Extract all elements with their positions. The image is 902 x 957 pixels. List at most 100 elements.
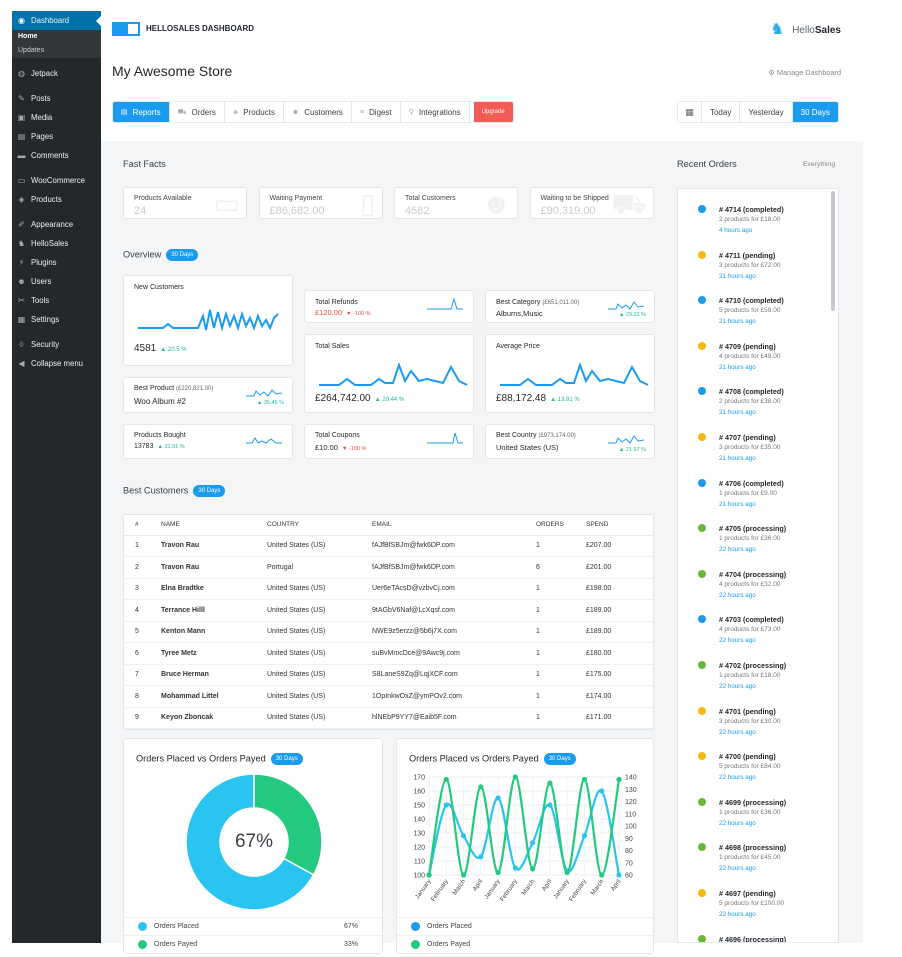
tab-upgrade[interactable]: Upgrade xyxy=(473,102,513,122)
data-point[interactable] xyxy=(547,802,553,808)
recent-order-item[interactable]: # 4705 (processing) 1 products for £36.00… xyxy=(678,520,828,566)
line-legend-item[interactable]: Orders Payed xyxy=(397,935,653,953)
table-row[interactable]: 8 Mohammad Littel United States (US) 1OpInk… xyxy=(124,685,653,708)
order-title[interactable]: # 4709 (pending) xyxy=(719,341,776,351)
order-title[interactable]: # 4697 (pending) xyxy=(719,889,776,898)
data-point[interactable] xyxy=(599,872,605,878)
data-point[interactable] xyxy=(478,784,484,790)
pie-legend-item[interactable]: Orders Placed 67% xyxy=(124,917,382,935)
tab-customers[interactable]: ☻ Customers xyxy=(283,102,352,122)
overview-badge[interactable]: 30 Days xyxy=(166,249,199,261)
order-title[interactable]: # 4710 (completed) xyxy=(719,296,784,306)
order-title[interactable]: # 4707 (pending) xyxy=(719,433,776,442)
tab-integrations[interactable]: ⚲ Integrations xyxy=(400,102,470,122)
data-point[interactable] xyxy=(530,840,536,846)
sidebar-item-dashboard[interactable]: ◉ Dashboard xyxy=(12,11,101,30)
order-title[interactable]: # 4696 (processing) xyxy=(719,934,787,943)
order-title[interactable]: # 4698 (processing) xyxy=(719,843,787,853)
data-point[interactable] xyxy=(460,833,467,839)
table-row[interactable]: 1 Travon Rau United States (US) fAJfBfSBJm@… xyxy=(124,535,653,557)
sidebar-item-plugins[interactable]: ⚡ Plugins xyxy=(12,253,101,272)
range-yesterday[interactable]: Yesterday xyxy=(740,102,793,122)
tab-digest[interactable]: ≡ Digest xyxy=(351,102,401,122)
sidebar-item-tools[interactable]: ✂ Tools xyxy=(12,291,101,310)
data-point[interactable] xyxy=(495,869,501,876)
tab-products[interactable]: ◈ Products xyxy=(224,102,284,122)
sidebar-item-hellosales[interactable]: ♞ HelloSales xyxy=(12,234,101,253)
data-point[interactable] xyxy=(581,833,588,839)
order-title[interactable]: # 4701 (pending) xyxy=(719,706,776,716)
sidebar-item-users[interactable]: ☻ Users xyxy=(12,272,101,291)
recent-order-item[interactable]: # 4708 (completed) 2 products for £38.00 2… xyxy=(678,383,828,429)
data-point[interactable] xyxy=(443,776,449,783)
recent-order-item[interactable]: # 4714 (completed) 2 products for £18.00 4… xyxy=(678,201,828,247)
table-row[interactable]: 6 Tyree Metz United States (US) suBvMmcDce@… xyxy=(124,642,653,665)
orders-scrollbar[interactable] xyxy=(831,191,835,311)
range-today[interactable]: Today xyxy=(702,102,741,122)
table-row[interactable]: 4 Terrance Hilll United States (US) 9tAGbV6… xyxy=(124,599,653,622)
recent-order-item[interactable]: # 4700 (pending) 5 products for £84.00 22 … xyxy=(678,748,828,794)
order-title[interactable]: # 4700 (pending) xyxy=(719,752,776,762)
order-title[interactable]: # 4708 (completed) xyxy=(719,387,784,397)
data-point[interactable] xyxy=(530,866,536,872)
data-point[interactable] xyxy=(564,869,570,876)
data-point[interactable] xyxy=(512,865,518,871)
order-title[interactable]: # 4705 (processing) xyxy=(719,524,787,534)
data-point[interactable] xyxy=(616,776,622,783)
best-customers-badge[interactable]: 30 Days xyxy=(193,485,226,497)
order-title[interactable]: # 4711 (pending) xyxy=(719,250,776,260)
data-point[interactable] xyxy=(426,872,432,878)
recent-order-item[interactable]: # 4710 (completed) 5 products for £59.00 2… xyxy=(678,292,828,338)
data-point[interactable] xyxy=(443,802,449,808)
recent-order-item[interactable]: # 4704 (processing) 4 products for £32.00… xyxy=(678,566,828,612)
recent-order-item[interactable]: # 4701 (pending) 3 products for £30.00 22 … xyxy=(678,703,828,749)
data-point[interactable] xyxy=(512,774,518,780)
pie-chart-badge[interactable]: 30 Days xyxy=(270,753,303,765)
table-row[interactable]: 9 Keyon Zboncak United States (US) hlNEbP9Y… xyxy=(124,707,653,729)
sidebar-item-pages[interactable]: ▤ Pages xyxy=(12,127,101,146)
recent-order-item[interactable]: # 4699 (processing) 1 products for £36.00… xyxy=(678,794,828,840)
everything-link[interactable]: Everything xyxy=(803,161,836,168)
sidebar-item-products[interactable]: ◈ Products xyxy=(12,190,101,209)
line-legend-item[interactable]: Orders Placed xyxy=(397,917,653,935)
pie-legend-item[interactable]: Orders Payed 33% xyxy=(124,935,382,953)
order-title[interactable]: # 4702 (processing) xyxy=(719,661,787,670)
recent-order-item[interactable]: # 4709 (pending) 4 products for £49.00 21 … xyxy=(678,338,828,384)
data-point[interactable] xyxy=(599,788,605,794)
recent-order-item[interactable]: # 4696 (processing) xyxy=(678,931,828,943)
recent-order-item[interactable]: # 4697 (pending) 5 products for £100.00 22… xyxy=(678,885,828,931)
tab-orders[interactable]: ⛟ Orders xyxy=(169,102,225,122)
sidebar-item-appearance[interactable]: ✐ Appearance xyxy=(12,215,101,234)
data-point[interactable] xyxy=(495,795,501,801)
data-point[interactable] xyxy=(547,780,553,786)
sidebar-subitem-updates[interactable]: Updates xyxy=(12,44,101,58)
data-point[interactable] xyxy=(616,872,622,878)
recent-order-item[interactable]: # 4702 (processing) 1 products for £18.00… xyxy=(678,657,828,703)
recent-order-item[interactable]: # 4707 (pending) 3 products for £35.00 21 … xyxy=(678,429,828,475)
sidebar-subitem-home[interactable]: Home xyxy=(12,30,101,44)
sidebar-item-posts[interactable]: ✎ Posts xyxy=(12,89,101,108)
sidebar-item-jetpack[interactable]: ◍ Jetpack xyxy=(12,64,101,83)
sidebar-item-security[interactable]: ◊ Security xyxy=(12,335,101,354)
sidebar-item-comments[interactable]: ▬ Comments xyxy=(12,146,101,165)
manage-dashboard-link[interactable]: ⚙ Manage Dashboard xyxy=(768,68,841,77)
table-row[interactable]: 5 Kenton Mann United States (US) NWE9z5erzz… xyxy=(124,621,653,643)
recent-order-item[interactable]: # 4711 (pending) 3 products for £72.00 21 … xyxy=(678,247,828,293)
sidebar-item-woocommerce[interactable]: ▭ WooCommerce xyxy=(12,171,101,190)
tab-reports[interactable]: ▤ Reports xyxy=(113,102,170,122)
line-chart-badge[interactable]: 30 Days xyxy=(543,753,576,765)
order-title[interactable]: # 4714 (completed) xyxy=(719,205,784,214)
recent-order-item[interactable]: # 4706 (completed) 1 products for £9.00 21… xyxy=(678,475,828,521)
calendar-icon[interactable]: ▦ xyxy=(678,102,702,122)
order-title[interactable]: # 4703 (completed) xyxy=(719,615,784,625)
pie-slice-orders-payed[interactable] xyxy=(225,767,346,876)
range-30-days[interactable]: 30 Days xyxy=(792,102,838,122)
pie-slice-orders-placed[interactable] xyxy=(162,757,343,934)
order-title[interactable]: # 4706 (completed) xyxy=(719,478,784,488)
table-row[interactable]: 7 Bruce Herman United States (US) S8LaneS9Z… xyxy=(124,664,653,686)
data-point[interactable] xyxy=(581,776,588,783)
data-point[interactable] xyxy=(460,872,467,878)
sidebar-item-media[interactable]: ▣ Media xyxy=(12,108,101,127)
order-title[interactable]: # 4699 (processing) xyxy=(719,797,787,807)
table-row[interactable]: 3 Elna Bradtke United States (US) Uer6eTAcs… xyxy=(124,578,653,600)
